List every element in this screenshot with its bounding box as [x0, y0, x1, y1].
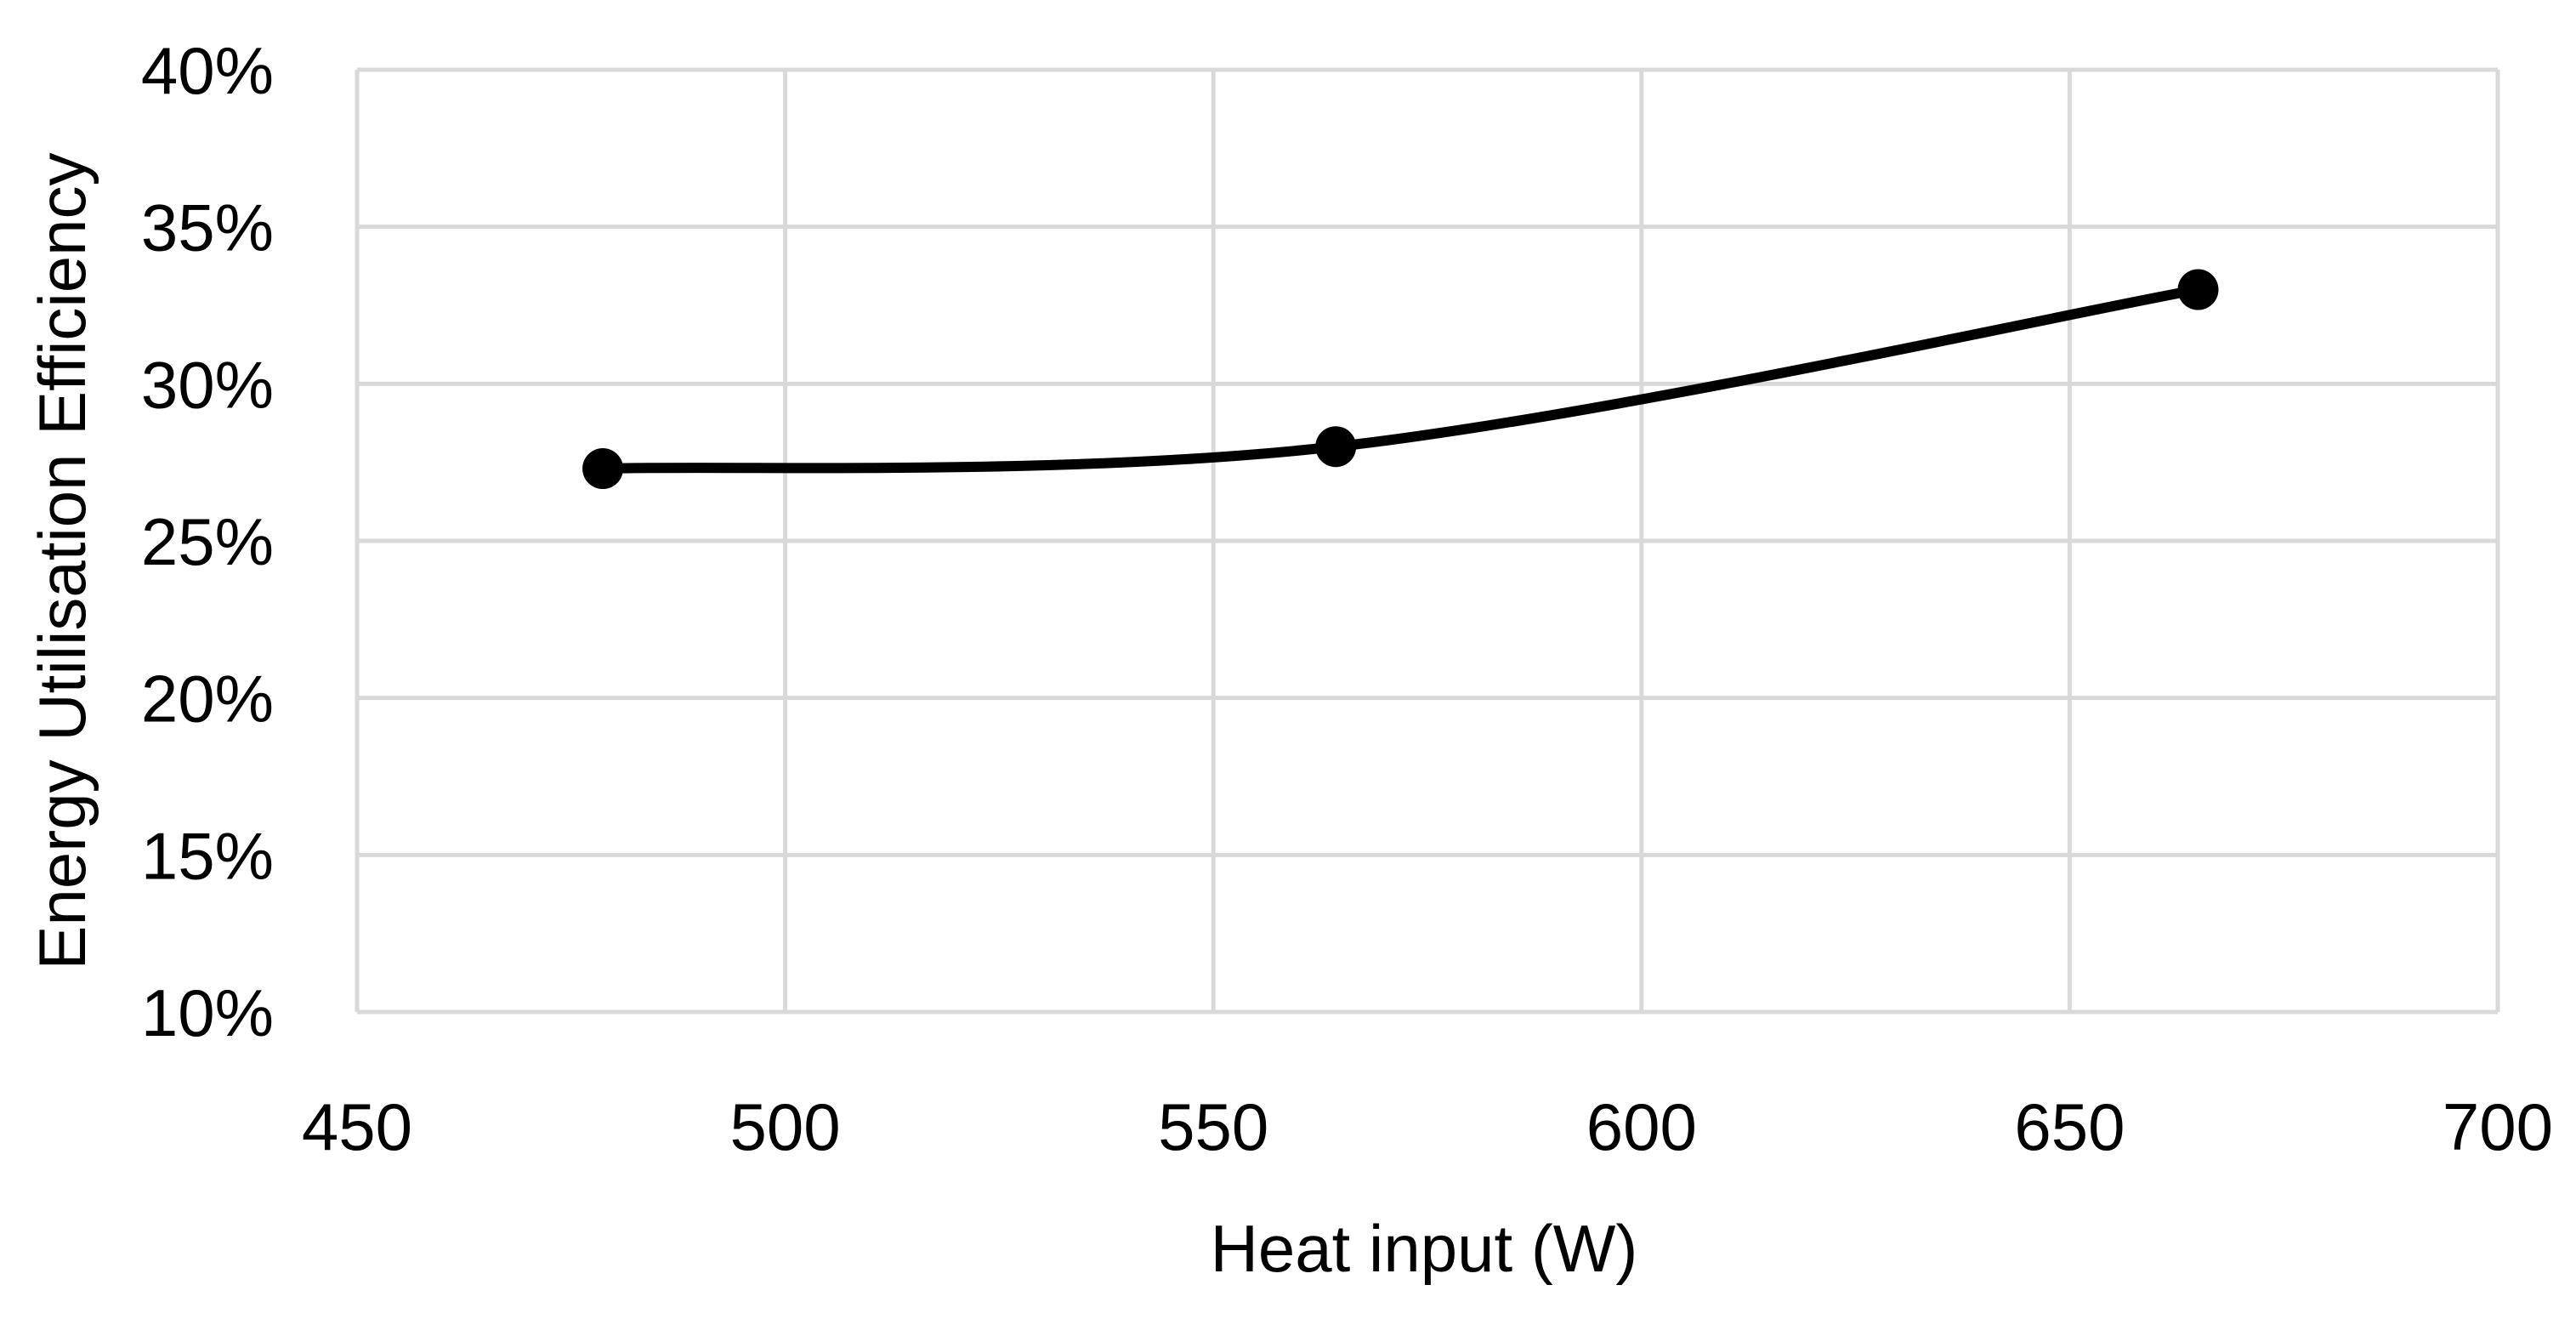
y-tick-label: 20% — [141, 662, 274, 736]
x-axis-ticks: 450 500 550 600 650 700 — [302, 1089, 2553, 1164]
grid-lines — [355, 67, 2500, 1015]
y-axis-ticks: 10% 15% 20% 25% 30% 35% 40% — [141, 33, 274, 1050]
x-axis-title: Heat input (W) — [1211, 1211, 1638, 1286]
y-tick-label: 10% — [141, 975, 274, 1050]
series-line — [598, 284, 2204, 475]
y-axis-title: Energy Utilisation Efficiency — [25, 153, 99, 970]
data-point-marker — [582, 448, 624, 490]
x-tick-label: 650 — [2014, 1089, 2125, 1164]
y-tick-label: 40% — [141, 33, 274, 108]
x-tick-label: 600 — [1586, 1089, 1697, 1164]
x-tick-label: 500 — [730, 1089, 841, 1164]
y-tick-label: 35% — [141, 190, 274, 265]
x-tick-label: 700 — [2443, 1089, 2553, 1164]
x-tick-label: 450 — [302, 1089, 412, 1164]
y-tick-label: 25% — [141, 504, 274, 579]
y-tick-label: 30% — [141, 347, 274, 422]
x-tick-label: 550 — [1158, 1089, 1268, 1164]
series-layer — [582, 269, 2219, 490]
data-point-marker — [1315, 426, 1357, 468]
y-tick-label: 15% — [141, 818, 274, 893]
data-point-marker — [2177, 269, 2219, 310]
